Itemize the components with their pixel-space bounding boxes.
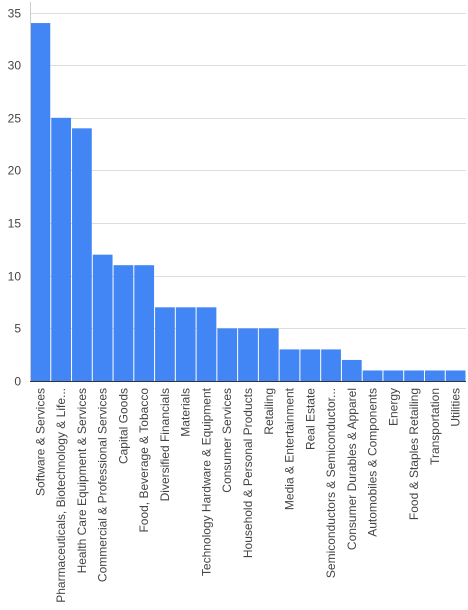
x-tick-label: Real Estate xyxy=(303,388,317,450)
x-tick-label: Consumer Services xyxy=(220,388,234,493)
x-tick-label: Materials xyxy=(179,388,193,437)
x-tick-label: Food, Beverage & Tobacco xyxy=(137,388,151,533)
bar xyxy=(404,370,424,381)
x-tick-label: Media & Entertainment xyxy=(283,387,297,510)
bar xyxy=(300,349,321,381)
bar xyxy=(445,370,466,381)
x-tick-label: Automobiles & Components xyxy=(366,388,380,537)
y-tick-label: 25 xyxy=(8,112,22,126)
bar xyxy=(258,328,279,381)
x-tick-label: Consumer Durables & Apparel xyxy=(345,388,359,550)
x-tick-label: Semiconductors & Semiconductor... xyxy=(324,388,338,578)
x-tick-label: Transportation xyxy=(428,388,442,465)
bar xyxy=(175,307,196,381)
x-tick-label: Retailing xyxy=(262,388,276,435)
bar xyxy=(155,307,175,381)
bar xyxy=(134,265,155,381)
y-tick-label: 0 xyxy=(14,375,21,389)
x-tick-label: Technology Hardware & Equipment xyxy=(199,387,213,576)
bar xyxy=(424,370,445,381)
y-tick-label: 35 xyxy=(8,7,22,21)
x-tick-label: Capital Goods xyxy=(116,388,130,464)
bar xyxy=(92,254,113,381)
x-tick-label: Commercial & Professional Services xyxy=(96,388,110,582)
x-tick-label: Pharmaceuticals, Biotechnology & Life... xyxy=(54,388,68,603)
y-tick-label: 10 xyxy=(8,270,22,284)
bar xyxy=(30,23,51,382)
bar xyxy=(362,370,383,381)
bar xyxy=(217,328,238,381)
bar xyxy=(341,359,362,381)
x-tick-label: Health Care Equipment & Services xyxy=(75,388,89,573)
x-tick-label: Household & Personal Products xyxy=(241,388,255,558)
bar xyxy=(196,307,217,381)
y-tick-label: 30 xyxy=(8,59,22,73)
x-tick-label: Utilities xyxy=(449,388,463,427)
x-tick-label: Food & Staples Retailing xyxy=(407,388,421,520)
x-axis: Software & Services Pharmaceuticals, Biot… xyxy=(33,387,462,602)
bar xyxy=(279,349,300,381)
bar xyxy=(238,328,258,381)
x-tick-label: Energy xyxy=(386,388,400,426)
bar xyxy=(113,265,134,381)
bars xyxy=(30,23,466,382)
y-tick-label: 15 xyxy=(8,217,22,231)
x-tick-label: Diversified Financials xyxy=(158,388,172,501)
y-axis: 0 5 10 15 20 25 30 35 xyxy=(8,7,22,389)
bar xyxy=(321,349,341,381)
bar xyxy=(72,128,92,381)
bar xyxy=(51,117,72,382)
bar xyxy=(383,370,404,381)
y-tick-label: 20 xyxy=(8,164,22,178)
x-tick-label: Software & Services xyxy=(33,388,47,496)
y-tick-label: 5 xyxy=(14,322,21,336)
